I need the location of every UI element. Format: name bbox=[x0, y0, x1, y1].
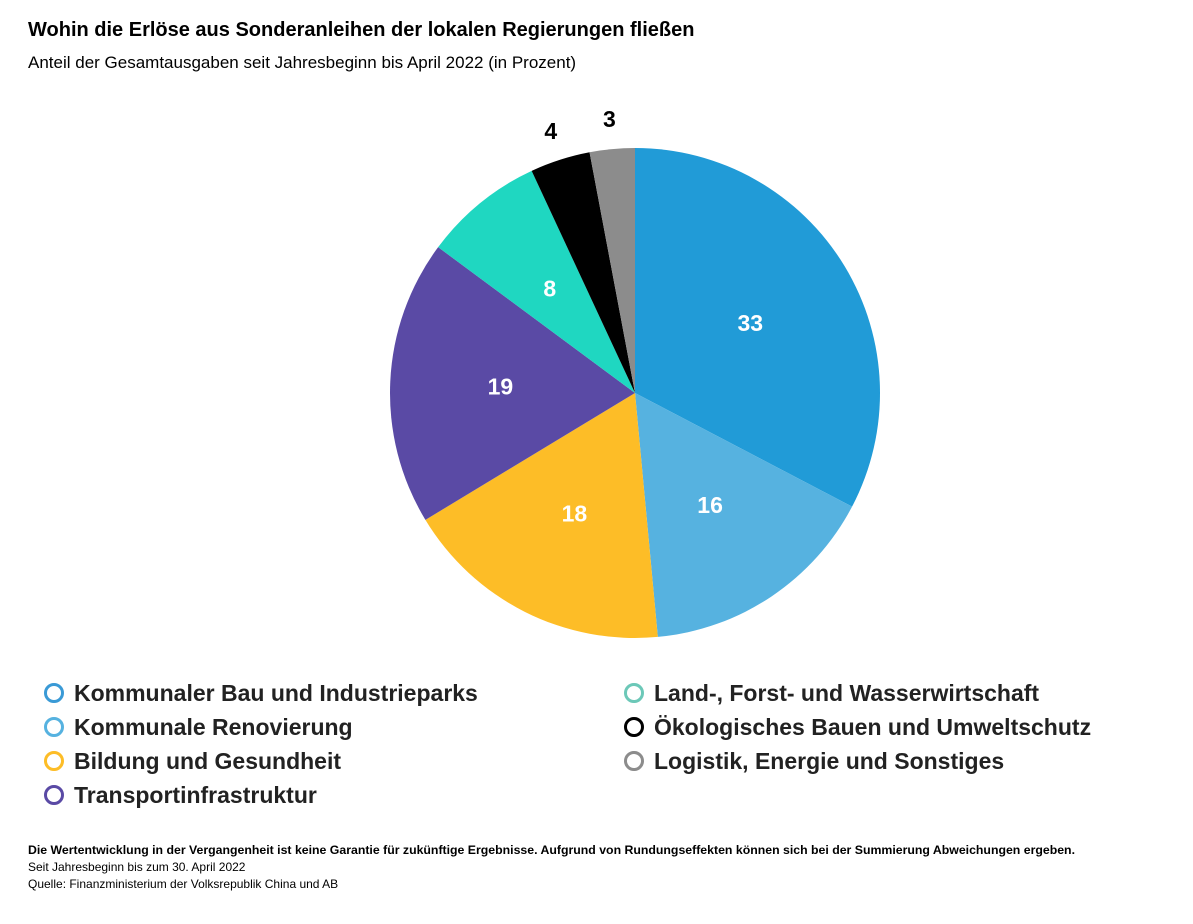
legend-item: Transportinfrastruktur bbox=[44, 778, 478, 812]
data-label: 3 bbox=[603, 106, 616, 132]
pie-chart: 33 16 18 19 8 4 3 bbox=[389, 106, 880, 638]
legend-right: Land-, Forst- und Wasserwirtschaft Ökolo… bbox=[624, 676, 1091, 778]
pie-slice bbox=[635, 393, 853, 637]
pie-slice bbox=[531, 152, 635, 393]
disclaimer: Die Wertentwicklung in der Vergangenheit… bbox=[28, 843, 1075, 857]
pie-slice bbox=[589, 148, 635, 393]
legend-label: Land-, Forst- und Wasserwirtschaft bbox=[654, 679, 1040, 706]
data-label: 18 bbox=[562, 500, 588, 526]
chart-subtitle: Anteil der Gesamtausgaben seit Jahresbeg… bbox=[28, 53, 577, 72]
legend-label: Logistik, Energie und Sonstiges bbox=[654, 747, 1005, 774]
data-label: 4 bbox=[544, 118, 557, 144]
pie-slice bbox=[438, 170, 635, 393]
legend-marker-icon bbox=[44, 717, 64, 737]
legend-label: Ökologisches Bauen und Umweltschutz bbox=[654, 713, 1092, 740]
legend-item: Ökologisches Bauen und Umweltschutz bbox=[624, 710, 1091, 744]
legend-label: Kommunale Renovierung bbox=[74, 713, 353, 740]
source-note: Quelle: Finanzministerium der Volksrepub… bbox=[28, 877, 339, 891]
date-note: Seit Jahresbeginn bis zum 30. April 2022 bbox=[28, 860, 246, 874]
legend-item: Land-, Forst- und Wasserwirtschaft bbox=[624, 676, 1091, 710]
legend-item: Kommunaler Bau und Industrieparks bbox=[44, 676, 478, 710]
data-label: 16 bbox=[697, 492, 723, 518]
legend-label: Kommunaler Bau und Industrieparks bbox=[74, 679, 478, 706]
pie-slice bbox=[425, 393, 658, 638]
chart-title: Wohin die Erlöse aus Sonderanleihen der … bbox=[28, 19, 695, 41]
data-label: 19 bbox=[488, 374, 514, 400]
legend-marker-icon bbox=[624, 717, 644, 737]
pie-slice bbox=[389, 247, 635, 520]
legend-item: Kommunale Renovierung bbox=[44, 710, 478, 744]
legend-left: Kommunaler Bau und Industrieparks Kommun… bbox=[44, 676, 478, 812]
legend-marker-icon bbox=[624, 683, 644, 703]
legend-marker-icon bbox=[44, 751, 64, 771]
data-label: 33 bbox=[737, 310, 763, 336]
legend-marker-icon bbox=[44, 683, 64, 703]
legend-item: Bildung und Gesundheit bbox=[44, 744, 478, 778]
footer: Die Wertentwicklung in der Vergangenheit… bbox=[28, 842, 1075, 893]
legend-marker-icon bbox=[44, 785, 64, 805]
legend-marker-icon bbox=[624, 751, 644, 771]
pie-slice bbox=[635, 148, 880, 507]
legend-item: Logistik, Energie und Sonstiges bbox=[624, 744, 1091, 778]
legend-label: Transportinfrastruktur bbox=[74, 781, 317, 808]
data-label: 8 bbox=[543, 276, 556, 302]
legend-label: Bildung und Gesundheit bbox=[74, 747, 342, 774]
